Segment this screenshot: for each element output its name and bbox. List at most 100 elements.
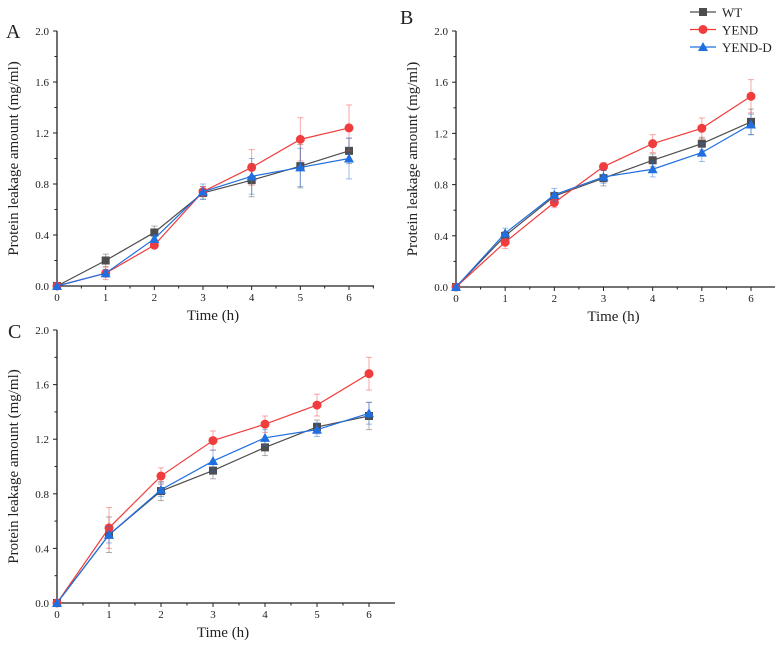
- data-point: [295, 162, 306, 172]
- x-tick-label: 6: [346, 292, 352, 304]
- x-axis-label: Time (h): [587, 309, 639, 325]
- y-tick-label: 1.6: [35, 77, 49, 89]
- x-tick-label: 5: [298, 292, 304, 304]
- panel-label: C: [8, 321, 21, 343]
- y-tick-label: 0.0: [35, 598, 49, 610]
- legend: WT YEND YEND-D: [690, 5, 772, 55]
- data-point: [149, 233, 160, 243]
- x-tick-label: 0: [54, 292, 60, 304]
- data-point: [697, 139, 706, 148]
- x-tick-label: 5: [699, 293, 705, 305]
- data-point: [500, 228, 511, 238]
- data-point: [150, 228, 159, 237]
- x-tick-label: 3: [601, 293, 607, 305]
- data-point: [345, 146, 353, 155]
- data-point: [312, 424, 322, 434]
- series-line: [56, 373, 370, 604]
- series-YEND-D: [52, 401, 374, 607]
- data-point: [100, 268, 111, 278]
- series-WT: [452, 108, 755, 291]
- x-tick-label: 2: [152, 292, 158, 304]
- data-point: [149, 240, 159, 250]
- y-tick-label: 0.4: [434, 231, 448, 243]
- legend-label: YEND-D: [722, 40, 772, 55]
- data-point: [364, 408, 374, 418]
- data-point: [344, 123, 354, 133]
- x-tick-label: 2: [552, 293, 558, 305]
- data-point: [549, 198, 559, 208]
- data-point: [746, 91, 756, 101]
- data-point: [364, 369, 374, 379]
- x-tick-label: 3: [210, 609, 216, 621]
- y-tick-label: 0.4: [35, 543, 49, 555]
- data-point: [156, 471, 166, 481]
- series-YEND: [52, 356, 374, 608]
- series-WT: [53, 137, 353, 290]
- y-axis-label: Protein leakage amount (mg/ml): [405, 62, 421, 257]
- y-axis-label: Protein leakage amount (mg/ml): [6, 369, 22, 564]
- y-axis-label: Protein leakage amount (mg/ml): [6, 61, 22, 256]
- data-point: [52, 281, 62, 290]
- x-axis-label: Time (h): [187, 308, 239, 324]
- chart-panel-C: C 0 1 2 3 4 5 6 0.0 0.4 0.8 1.2 1.6 2.0 Time (h) Protei…: [6, 321, 395, 641]
- y-tick-label: 2.0: [35, 325, 49, 337]
- data-point: [246, 171, 257, 181]
- data-point: [648, 139, 658, 149]
- legend-marker: [699, 8, 707, 16]
- data-point: [198, 186, 208, 196]
- data-point: [696, 147, 707, 157]
- legend-label: WT: [722, 5, 742, 20]
- data-point: [697, 123, 707, 133]
- y-tick-label: 0.8: [35, 179, 49, 191]
- data-point: [52, 598, 62, 607]
- data-point: [104, 523, 114, 533]
- x-tick-label: 1: [103, 292, 109, 304]
- data-point: [344, 153, 354, 163]
- data-point: [104, 529, 114, 539]
- y-tick-label: 1.2: [35, 434, 49, 446]
- series-line: [56, 150, 350, 287]
- chart-panel-B: B 0 1 2 3 4 5 6 0.0 0.4 0.8 1.2 1.6 2.0 Time (h) Protei…: [400, 5, 775, 325]
- series-line: [56, 157, 350, 287]
- series-line: [455, 123, 752, 288]
- data-point: [101, 256, 110, 265]
- y-tick-label: 2.0: [434, 26, 448, 38]
- x-axis-label: Time (h): [197, 625, 249, 641]
- data-point: [599, 162, 608, 172]
- panel-label: B: [400, 7, 413, 29]
- series-YEND: [451, 79, 756, 292]
- data-point: [156, 484, 166, 494]
- legend-marker: [698, 25, 708, 34]
- y-tick-label: 0.8: [35, 489, 49, 501]
- x-tick-label: 0: [453, 293, 459, 305]
- x-tick-label: 1: [502, 293, 508, 305]
- y-tick-label: 0.0: [35, 281, 49, 293]
- data-point: [500, 237, 510, 247]
- legend-marker: [698, 42, 708, 51]
- y-tick-label: 1.2: [35, 128, 49, 140]
- data-point: [648, 156, 657, 165]
- x-tick-label: 5: [314, 609, 320, 621]
- data-point: [260, 419, 270, 429]
- x-tick-label: 2: [158, 609, 164, 621]
- series-line: [455, 95, 752, 288]
- data-point: [247, 162, 257, 172]
- x-tick-label: 6: [748, 293, 754, 305]
- panel-label: A: [6, 21, 21, 43]
- y-tick-label: 0.8: [434, 180, 448, 192]
- x-tick-label: 3: [200, 292, 206, 304]
- y-tick-label: 0.0: [434, 282, 448, 294]
- series-YEND-D: [451, 113, 756, 291]
- data-point: [647, 164, 658, 174]
- data-point: [260, 432, 270, 442]
- data-point: [312, 400, 322, 410]
- y-tick-label: 1.6: [35, 380, 49, 392]
- data-point: [208, 436, 218, 446]
- data-point: [208, 456, 218, 466]
- series-YEND-D: [52, 137, 354, 290]
- x-tick-label: 0: [54, 609, 60, 621]
- x-tick-label: 6: [366, 609, 372, 621]
- data-point: [451, 282, 461, 291]
- data-point: [549, 189, 560, 199]
- y-tick-label: 1.6: [434, 77, 448, 89]
